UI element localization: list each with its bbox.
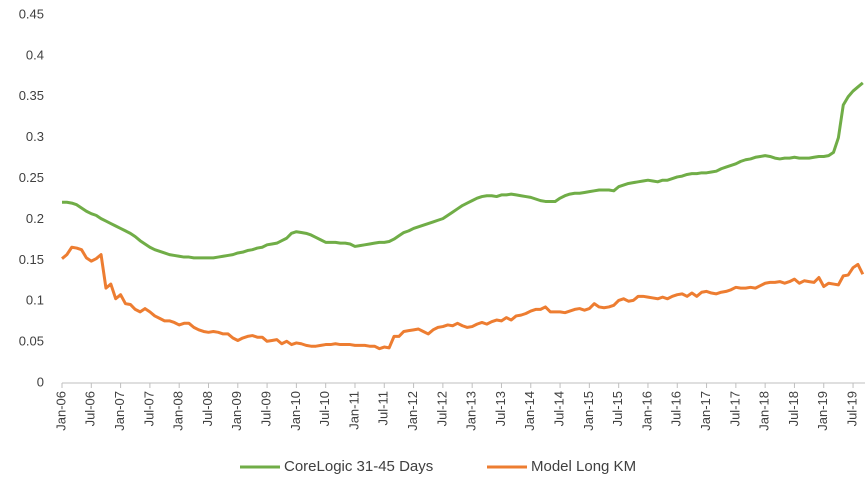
x-tick-label: Jul-11 bbox=[376, 391, 391, 425]
x-tick-label: Jul-16 bbox=[669, 391, 684, 426]
x-tick-label: Jan-09 bbox=[229, 391, 244, 431]
x-tick-label: Jul-15 bbox=[610, 391, 625, 426]
x-tick-label: Jan-14 bbox=[522, 391, 537, 431]
y-tick-label: 0.45 bbox=[19, 6, 44, 21]
x-tick-label: Jan-11 bbox=[346, 391, 361, 430]
x-tick-label: Jan-18 bbox=[757, 391, 772, 431]
legend-label: Model Long KM bbox=[531, 458, 636, 475]
x-tick-label: Jul-10 bbox=[317, 391, 332, 426]
x-tick-label: Jan-07 bbox=[112, 391, 127, 431]
x-tick-label: Jul-07 bbox=[141, 391, 156, 426]
y-tick-label: 0.1 bbox=[26, 293, 44, 308]
x-tick-label: Jan-06 bbox=[53, 391, 68, 431]
x-tick-label: Jul-19 bbox=[844, 391, 859, 426]
legend-label: CoreLogic 31-45 Days bbox=[284, 458, 433, 475]
x-tick-label: Jan-15 bbox=[581, 391, 596, 431]
x-tick-label: Jul-18 bbox=[786, 391, 801, 426]
y-tick-label: 0.4 bbox=[26, 47, 44, 62]
series-line bbox=[61, 245, 865, 351]
y-tick-label: 0.05 bbox=[19, 334, 44, 349]
x-tick-label: Jan-17 bbox=[698, 391, 713, 431]
series-line bbox=[62, 81, 864, 260]
x-tick-label: Jul-12 bbox=[434, 391, 449, 426]
x-tick-label: Jan-13 bbox=[464, 391, 479, 431]
x-tick-label: Jan-10 bbox=[288, 391, 303, 431]
x-tick-label: Jan-12 bbox=[405, 391, 420, 431]
y-tick-label: 0.25 bbox=[19, 170, 44, 185]
x-tick-label: Jul-14 bbox=[552, 391, 567, 426]
x-tick-label: Jul-06 bbox=[83, 391, 98, 426]
x-tick-label: Jan-19 bbox=[815, 391, 830, 431]
y-tick-label: 0.15 bbox=[19, 252, 44, 267]
x-tick-label: Jul-13 bbox=[493, 391, 508, 426]
x-tick-label: Jul-09 bbox=[259, 391, 274, 426]
x-tick-label: Jan-08 bbox=[171, 391, 186, 431]
y-tick-label: 0.3 bbox=[26, 129, 44, 144]
x-tick-label: Jan-16 bbox=[639, 391, 654, 431]
y-tick-label: 0.35 bbox=[19, 88, 44, 103]
x-tick-label: Jul-17 bbox=[727, 391, 742, 426]
x-tick-label: Jul-08 bbox=[200, 391, 215, 426]
y-tick-label: 0 bbox=[37, 374, 44, 389]
y-tick-label: 0.2 bbox=[26, 211, 44, 226]
